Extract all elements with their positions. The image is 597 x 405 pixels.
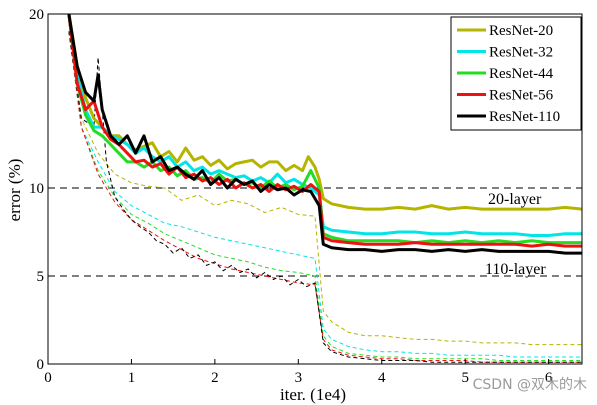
- y-tick-label: 0: [37, 357, 45, 373]
- x-tick-label: 0: [44, 370, 52, 386]
- legend-label: ResNet-20: [489, 23, 553, 39]
- x-tick-label: 3: [295, 370, 303, 386]
- legend-label: ResNet-110: [489, 109, 560, 125]
- x-axis-label: iter. (1e4): [280, 385, 346, 404]
- legend: ResNet-20 ResNet-32 ResNet-44 ResNet-56 ResN…: [450, 16, 582, 131]
- series-test-resnet-20: [67, 13, 583, 211]
- legend-label: ResNet-56: [489, 88, 554, 104]
- x-tick-label: 4: [378, 370, 386, 386]
- train-lines: [68, 31, 582, 363]
- x-tick-label: 2: [211, 370, 219, 386]
- watermark: CSDN @双木的木: [473, 377, 587, 393]
- x-tick-label: 6: [545, 370, 553, 386]
- x-tick-label: 5: [461, 370, 469, 386]
- test-lines: [67, 13, 583, 255]
- x-ticks: 0 1 2 3 4 5 6: [44, 359, 553, 386]
- legend-label: ResNet-44: [489, 66, 554, 82]
- series-train-resnet-32: [68, 31, 582, 358]
- series-train-resnet-20: [68, 31, 582, 346]
- y-ticks: 0 5 10 20: [29, 7, 53, 373]
- annotation-20-layer: 20-layer: [488, 191, 542, 208]
- legend-label: ResNet-32: [489, 45, 553, 61]
- series-train-resnet-44: [68, 31, 582, 361]
- y-tick-label: 20: [29, 7, 44, 23]
- series-test-resnet-110: [67, 13, 582, 255]
- series-train-resnet-110: [68, 31, 582, 363]
- y-tick-label: 10: [29, 181, 44, 197]
- plot-frame: [47, 13, 583, 365]
- annotation-110-layer: 110-layer: [485, 261, 546, 278]
- y-axis-label: error (%): [5, 159, 24, 222]
- x-tick-label: 1: [128, 370, 136, 386]
- y-tick-label: 5: [37, 269, 45, 285]
